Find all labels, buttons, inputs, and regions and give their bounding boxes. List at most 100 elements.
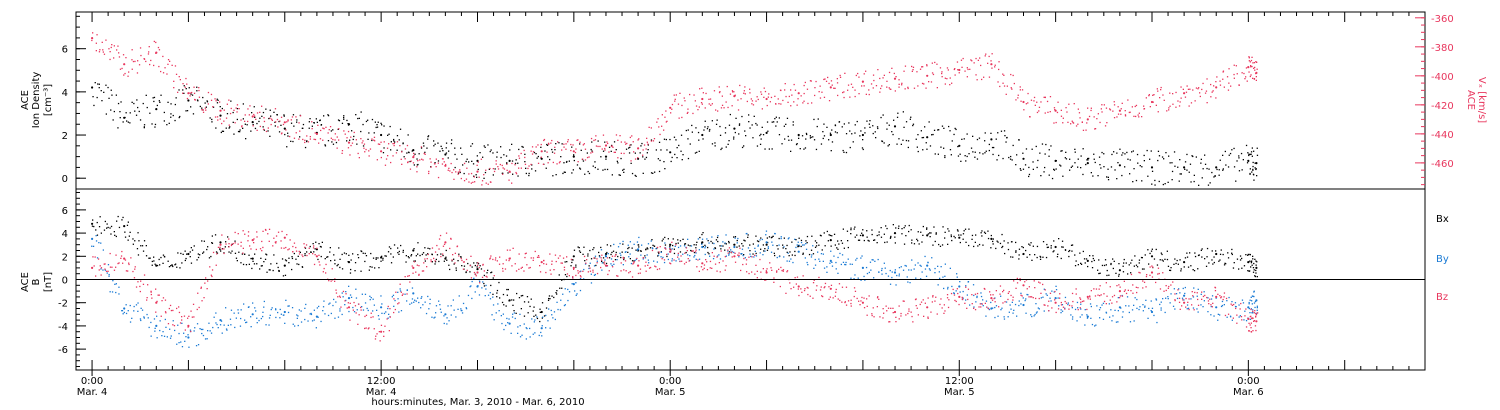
- bz-dot-941: [1250, 327, 1252, 329]
- bz-dot-664: [911, 315, 913, 318]
- bz-dot-627: [866, 298, 868, 300]
- by-dot-526: [741, 253, 743, 255]
- by-dot-598: [831, 265, 834, 267]
- vx-dot-437: [631, 135, 633, 137]
- by-dot-46: [147, 317, 149, 319]
- density-dot-747: [1016, 154, 1018, 156]
- density-dot-784: [1060, 165, 1062, 167]
- bx-dot-701: [958, 234, 960, 236]
- bx-dot-810: [1092, 255, 1094, 257]
- bx-dot-539: [758, 240, 760, 243]
- density-dot-138: [262, 126, 264, 128]
- bz-dot-889: [1191, 291, 1193, 293]
- vx-dot-261: [413, 155, 415, 157]
- by-dot-646: [889, 269, 891, 272]
- density-dot-767: [1040, 175, 1042, 177]
- bx-dot-689: [944, 237, 946, 239]
- vx-dot-374: [554, 146, 556, 148]
- density-dot-703: [960, 160, 962, 162]
- density-dot-261: [414, 153, 416, 155]
- vx-dot-458: [657, 118, 659, 120]
- bz-dot-868: [1163, 290, 1165, 292]
- density-dot-814: [1098, 156, 1101, 158]
- density-dot-197: [335, 141, 338, 144]
- bx-dot-537: [756, 240, 759, 242]
- by-dot-719: [980, 295, 983, 298]
- bx-dot-233: [380, 260, 382, 262]
- by-dot-595: [826, 271, 828, 273]
- by-dot-203: [341, 292, 343, 294]
- bz-dot-465: [666, 253, 668, 256]
- bx-dot-200: [339, 258, 341, 260]
- density-dot-57: [163, 111, 165, 114]
- density-point-15: [572, 155, 575, 158]
- by-dot-22: [118, 286, 120, 288]
- vx-dot-548: [767, 96, 769, 98]
- density-dot-200: [338, 120, 341, 122]
- density-dot-544: [762, 134, 765, 136]
- density-dot-705: [963, 138, 965, 140]
- by-dot-495: [704, 247, 706, 249]
- bz-dot-924: [1232, 317, 1234, 319]
- bx-dot-399: [584, 260, 586, 262]
- by-dot-464: [664, 247, 667, 249]
- by-dot-193: [330, 312, 332, 315]
- bz-dot-376: [555, 260, 557, 263]
- bx-dot-458: [657, 251, 659, 253]
- bx-dot-319: [487, 269, 489, 271]
- density-dot-391: [573, 159, 575, 162]
- by-dot-851: [1144, 306, 1146, 308]
- bx-dot-871: [1166, 258, 1169, 261]
- vx-dot-339: [511, 182, 513, 184]
- vx-dot-916: [1222, 71, 1224, 73]
- bx-dot-163: [293, 252, 295, 255]
- by-dot-871: [1167, 298, 1169, 300]
- by-dot-500: [708, 242, 710, 244]
- vx-dot-669: [919, 68, 922, 70]
- vx-dot-781: [1057, 101, 1059, 103]
- bx-dot-776: [1050, 247, 1052, 249]
- density-dot-129: [252, 124, 254, 126]
- vx-dot-54: [158, 65, 160, 68]
- vx-dot-381: [563, 143, 565, 145]
- by-dot-53: [156, 337, 158, 339]
- bz-dot-159: [288, 248, 290, 250]
- by-dot-333: [503, 328, 505, 331]
- density-dot-71: [178, 89, 180, 91]
- bz-dot-812: [1095, 288, 1098, 290]
- vx-dot-597: [828, 100, 831, 102]
- bx-dot-8: [100, 232, 102, 234]
- vx-dot-414: [604, 147, 606, 150]
- bx-dot-137: [261, 265, 263, 267]
- vx-dot-753: [1021, 89, 1024, 91]
- by-dot-324: [491, 314, 493, 316]
- bx-dot-446: [644, 255, 646, 257]
- density-dot-801: [1082, 148, 1084, 150]
- bz-dot-572: [797, 288, 799, 290]
- density-dot-191: [327, 114, 329, 116]
- bz-dot-379: [560, 262, 562, 264]
- bz-dot-927: [1236, 322, 1238, 324]
- density-dot-246: [396, 135, 399, 137]
- vx-dot-507: [718, 91, 721, 94]
- density-dot-848: [1139, 165, 1141, 167]
- density-dot-308: [472, 163, 475, 165]
- bx-dot-53: [159, 264, 161, 266]
- density-dot-938: [1249, 168, 1251, 170]
- density-dot-150: [276, 114, 278, 116]
- vx-dot-800: [1079, 117, 1081, 119]
- density-dot-760: [1031, 148, 1033, 150]
- by-dot-838: [1128, 311, 1130, 314]
- density-dot-295: [456, 158, 458, 160]
- vx-dot-485: [692, 112, 694, 115]
- density-dot-513: [725, 146, 727, 148]
- by-dot-850: [1142, 310, 1144, 312]
- density-point-13: [508, 159, 511, 162]
- by-dot-913: [1220, 305, 1223, 308]
- bx-dot-362: [539, 320, 541, 323]
- vx-dot-926: [1235, 65, 1237, 67]
- bz-dot-453: [651, 249, 654, 252]
- by-dot-25: [122, 313, 124, 315]
- bz-dot-239: [388, 330, 390, 332]
- by-dot-20: [115, 283, 117, 285]
